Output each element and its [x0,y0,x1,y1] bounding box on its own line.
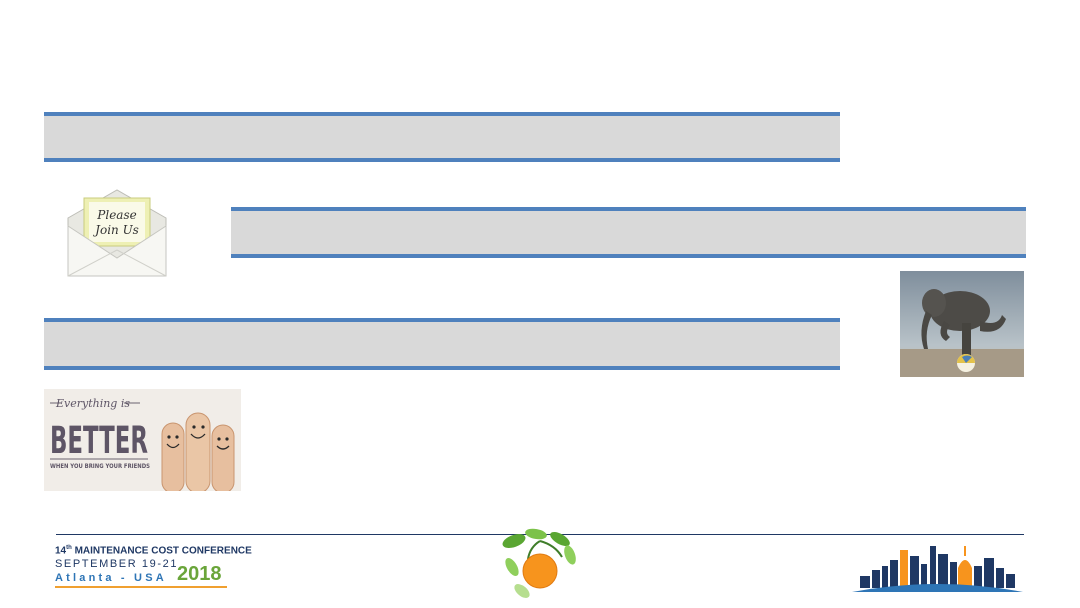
conference-underline [55,586,227,588]
conference-name: MAINTENANCE COST CONFERENCE [74,545,252,557]
conference-year: 2018 [177,563,222,585]
invite-line-2: Join Us [92,223,139,237]
smiling-fingers-icon: Everything is BETTER WHEN YOU BRING YOUR… [50,397,235,491]
conference-number: 14 [55,545,67,557]
better-bottom-text: WHEN YOU BRING YOUR FRIENDS [50,463,150,470]
envelope-icon: Please Join Us [67,189,167,277]
conference-place: Atlanta - USA [55,572,167,584]
section-bar-3 [44,318,840,370]
conference-number-suffix: th [66,545,72,551]
conference-dates: SEPTEMBER 19-21 [55,558,179,570]
orange-icon [502,528,576,598]
skyline-icon [852,546,1023,592]
invitation-envelope-image: Please Join Us [60,188,175,283]
better-with-friends-image: Everything is BETTER WHEN YOU BRING YOUR… [44,389,241,491]
orange-branch-logo [500,527,582,603]
better-big-text: BETTER [50,419,148,462]
city-skyline-logo [850,538,1025,594]
section-bar-1 [44,112,840,162]
elephant-balancing-image [900,271,1024,377]
conference-logo: 14th MAINTENANCE COST CONFERENCE SEPTEMB… [55,545,252,590]
section-bar-2 [231,207,1026,258]
better-top-text: Everything is [55,397,130,410]
invite-line-1: Please [96,208,136,222]
conference-title: 14th MAINTENANCE COST CONFERENCE [55,545,252,556]
elephant-icon [900,271,1024,377]
